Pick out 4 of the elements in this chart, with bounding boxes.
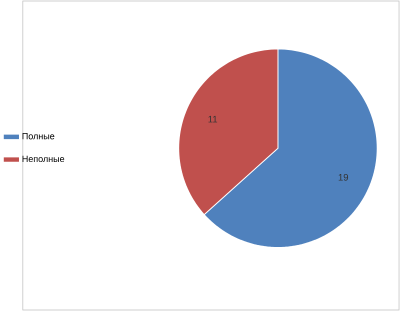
legend-label: Неполные (22, 156, 64, 162)
legend-label: Полные (22, 133, 54, 140)
data-label: 19 (338, 174, 348, 181)
data-label: 11 (208, 116, 218, 122)
